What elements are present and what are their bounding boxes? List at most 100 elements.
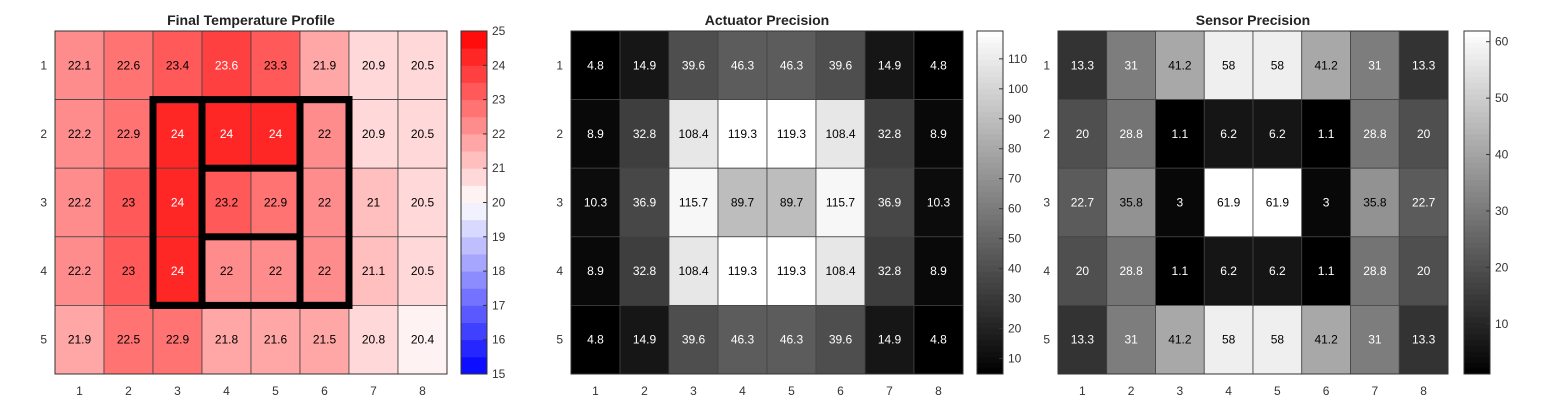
cell-value-label: 108.4 [678,264,708,278]
colorbar-tick-label: 70 [1008,172,1022,186]
cell-value-label: 119.3 [728,127,757,141]
cell-value-label: 41.2 [1168,333,1192,347]
x-tick-label: 4 [223,384,230,398]
colorbar-segment [1464,88,1490,95]
cell-value-label: 108.4 [678,127,708,141]
cell-value-label: 10.3 [927,196,951,210]
colorbar-segment [461,253,487,272]
colorbar-segment [1464,116,1490,123]
colorbar-segment [1464,219,1490,226]
cell-value-label: 1.1 [1318,264,1335,278]
cell-value-label: 20.5 [411,196,435,210]
cell-value-label: 20 [1417,127,1431,141]
heatmap-cell [299,167,350,238]
heatmap-cell [1155,167,1205,238]
colorbar-segment [977,162,1003,169]
cell-value-label: 22.9 [264,196,288,210]
heatmap-cell [103,167,154,238]
cell-value-label: 8.9 [587,127,604,141]
heatmap-cell [201,167,252,238]
y-tick-label: 5 [556,333,563,347]
colorbar-segment [461,236,487,255]
cell-value-label: 22.2 [68,127,92,141]
heatmap-cell [1350,99,1400,169]
heatmap-cell [668,304,719,375]
cell-value-label: 31 [1124,58,1138,72]
heatmap-cell [1301,99,1351,169]
cell-value-label: 22 [269,264,283,278]
heatmap-cell [103,99,154,169]
heatmap-cell [1252,167,1303,238]
colorbar-segment [977,333,1003,341]
colorbar-segment [1464,145,1490,152]
cell-value-label: 22 [318,196,332,210]
y-tick-label: 2 [40,127,47,141]
cell-value-label: 24 [171,127,185,141]
cell-value-label: 24 [171,196,185,210]
heatmap-cell [54,30,105,100]
colorbar-segment [461,185,487,203]
cell-value-label: 22.9 [166,333,190,347]
colorbar-segment [1464,179,1490,186]
cell-value-label: 32.8 [633,264,657,278]
x-tick-label: 8 [1420,384,1427,398]
colorbar-segment [1464,156,1490,163]
cell-value-label: 58 [1271,333,1285,347]
colorbar-segment [977,122,1003,129]
cell-value-label: 4.8 [930,333,947,347]
heatmap-cell [570,167,621,238]
heatmap-cell [348,167,399,238]
cell-value-label: 22.9 [117,127,141,141]
heatmap-cell [1203,304,1254,375]
cell-value-label: 23.2 [215,196,239,210]
colorbar-segment [1464,36,1490,43]
cell-value-label: 32.8 [633,127,657,141]
cell-value-label: 20 [1417,264,1431,278]
colorbar-segment [977,248,1003,255]
heatmap-cell [766,236,817,306]
x-tick-label: 7 [1372,384,1379,398]
colorbar-tick-label: 18 [492,264,506,278]
heatmap-cell [348,236,399,306]
x-tick-label: 5 [1274,384,1281,398]
cell-value-label: 6.2 [1220,127,1237,141]
plot-border [570,30,964,375]
colorbar-segment [1464,168,1490,175]
cell-value-label: 21.9 [68,333,92,347]
cell-value-label: 35.8 [1363,196,1387,210]
colorbar-segment [1464,151,1490,158]
cell-value-label: 23 [122,264,136,278]
colorbar-segment [977,133,1003,141]
cell-value-label: 119.3 [777,127,806,141]
colorbar-segment [977,328,1003,335]
colorbar-tick-label: 30 [1008,292,1022,306]
cell-value-label: 4.8 [587,333,604,347]
heatmap-cell [815,99,866,169]
y-tick-label: 5 [1043,333,1050,347]
cell-value-label: 22.5 [117,333,141,347]
colorbar-segment [461,99,487,118]
heatmap-cell [1398,30,1449,100]
cell-value-label: 1.1 [1172,127,1189,141]
colorbar-border [976,30,1004,375]
heatmap-cell [103,236,154,306]
cell-value-label: 31 [1124,333,1138,347]
heatmap-cell [250,99,301,169]
colorbar-segment [1464,111,1490,118]
cell-value-label: 21.1 [362,264,386,278]
x-tick-label: 7 [370,384,377,398]
cell-value-label: 61.9 [1217,196,1241,210]
colorbar-segment [1464,173,1490,181]
colorbar-segment [977,299,1003,306]
cell-value-label: 22.7 [1412,196,1436,210]
x-tick-label: 8 [935,384,942,398]
cell-value-label: 14.9 [878,333,902,347]
cell-value-label: 6.2 [1269,264,1286,278]
colorbar-segment [1464,322,1490,329]
cell-value-label: 89.7 [731,196,755,210]
x-tick-label: 7 [886,384,893,398]
cell-value-label: 24 [269,127,283,141]
colorbar-segment [1464,339,1490,346]
cell-value-label: 28.8 [1119,127,1143,141]
